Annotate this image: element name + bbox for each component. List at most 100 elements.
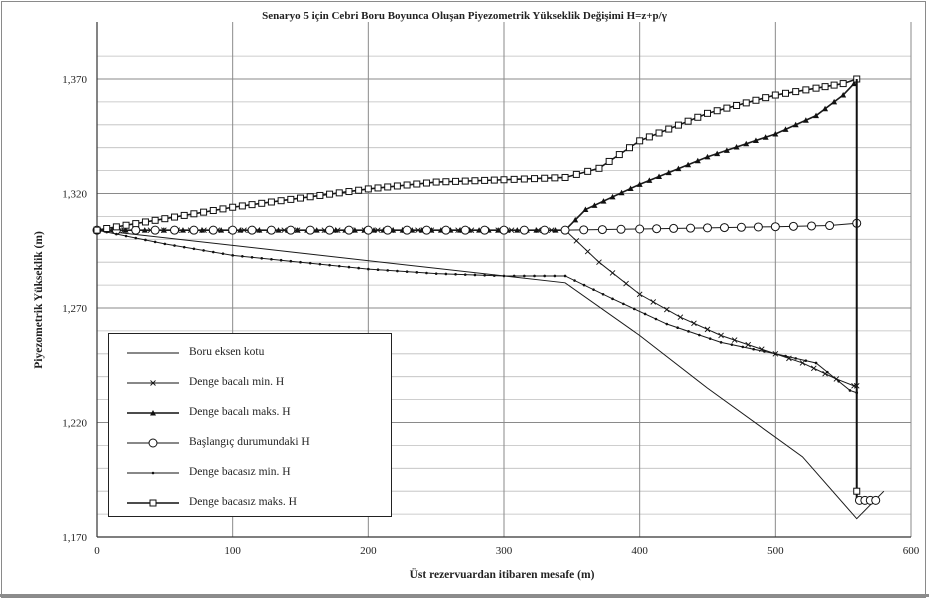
marker-x xyxy=(731,337,738,343)
marker-dot xyxy=(134,236,138,240)
marker-circle xyxy=(807,221,817,231)
marker-dot xyxy=(270,257,273,261)
marker-circle xyxy=(788,221,798,231)
legend-entry: Denge bacasız maks. H xyxy=(109,493,391,513)
marker-dot xyxy=(357,266,360,270)
marker-circle xyxy=(460,225,470,235)
marker-triangle xyxy=(150,410,156,416)
marker-dot xyxy=(573,279,576,282)
marker-dot xyxy=(318,262,322,266)
x-tick-label: 100 xyxy=(224,545,241,557)
marker-square xyxy=(704,109,711,117)
marker-dot xyxy=(124,234,128,238)
marker-dot xyxy=(444,272,448,276)
marker-circle xyxy=(770,222,780,232)
marker-square xyxy=(802,86,810,94)
marker-square xyxy=(442,178,450,186)
marker-square xyxy=(393,182,401,190)
marker-dot xyxy=(347,265,351,269)
marker-square xyxy=(471,177,479,185)
y-tick-label: 1,270 xyxy=(62,303,87,315)
marker-dot xyxy=(804,359,808,362)
marker-circle xyxy=(560,225,570,235)
x-tick-label: 600 xyxy=(903,545,920,557)
marker-x xyxy=(663,306,670,313)
marker-square xyxy=(364,185,372,193)
chart-axes xyxy=(96,22,911,538)
marker-triangle xyxy=(685,161,692,168)
marker-circle xyxy=(703,223,712,233)
marker-dot xyxy=(643,312,647,316)
marker-square xyxy=(132,220,140,228)
marker-dot xyxy=(182,245,186,249)
marker-circle xyxy=(421,225,431,235)
marker-dot xyxy=(719,341,723,344)
marker-circle xyxy=(871,495,881,505)
marker-circle xyxy=(266,225,276,235)
marker-square xyxy=(316,191,324,199)
marker-circle xyxy=(228,225,238,235)
marker-square xyxy=(112,223,120,231)
legend-label: Denge bacalı maks. H xyxy=(189,406,291,418)
marker-square xyxy=(149,499,157,507)
marker-x xyxy=(650,299,657,305)
marker-square xyxy=(461,177,469,185)
marker-circle xyxy=(480,225,490,235)
marker-circle xyxy=(635,224,645,234)
marker-circle xyxy=(383,225,393,235)
tick-labels: 1,170 1,220 1,270 1,320 1,370 0 100 200 300 400 50… xyxy=(62,74,920,557)
marker-dot xyxy=(502,274,506,278)
marker-square xyxy=(141,218,149,226)
marker-x xyxy=(636,291,643,298)
marker-circle xyxy=(344,225,354,235)
marker-circle xyxy=(669,223,679,233)
marker-dot xyxy=(115,232,118,236)
marker-triangle xyxy=(600,198,607,204)
marker-square xyxy=(694,113,702,121)
marker-dot xyxy=(676,326,679,329)
marker-square xyxy=(403,181,411,189)
legend-entry: Denge bacasız min. H xyxy=(109,463,391,483)
marker-square xyxy=(531,175,539,183)
marker-circle xyxy=(247,225,257,235)
marker-x xyxy=(799,360,806,366)
marker-circle xyxy=(170,225,180,235)
marker-square xyxy=(853,487,861,495)
marker-square xyxy=(792,88,800,96)
drop-line-path xyxy=(855,79,878,502)
marker-square xyxy=(605,157,613,165)
marker-dot xyxy=(784,354,787,358)
legend-swatch xyxy=(127,380,179,386)
marker-square xyxy=(306,193,314,201)
marker-dot xyxy=(533,274,536,278)
marker-circle xyxy=(825,221,835,231)
marker-triangle xyxy=(656,173,663,179)
marker-triangle xyxy=(792,121,799,128)
marker-circle xyxy=(441,225,451,235)
marker-dot xyxy=(396,269,399,273)
marker-triangle xyxy=(802,117,809,123)
x-tick-label: 0 xyxy=(94,545,100,557)
marker-square xyxy=(520,175,528,183)
marker-x xyxy=(704,326,711,333)
marker-dot xyxy=(763,350,766,353)
legend-swatch xyxy=(127,471,179,475)
marker-square xyxy=(561,173,569,181)
marker-square xyxy=(572,170,580,178)
marker-dot xyxy=(299,260,302,264)
marker-triangle xyxy=(675,165,682,172)
legend-label: Başlangıç durumundaki H xyxy=(189,436,310,448)
marker-triangle xyxy=(782,126,789,132)
marker-dot xyxy=(654,317,658,321)
marker-square xyxy=(812,84,820,92)
marker-dot xyxy=(328,263,331,267)
legend-swatch xyxy=(127,438,179,448)
marker-square xyxy=(742,99,750,107)
marker-dot xyxy=(376,268,380,272)
marker-triangle xyxy=(743,140,750,147)
marker-triangle xyxy=(665,169,672,176)
x-axis-label: Üst rezervuardan itibaren mesafe (m) xyxy=(410,567,595,581)
marker-circle xyxy=(499,225,509,235)
marker-triangle xyxy=(831,98,838,105)
marker-dot xyxy=(221,252,225,255)
